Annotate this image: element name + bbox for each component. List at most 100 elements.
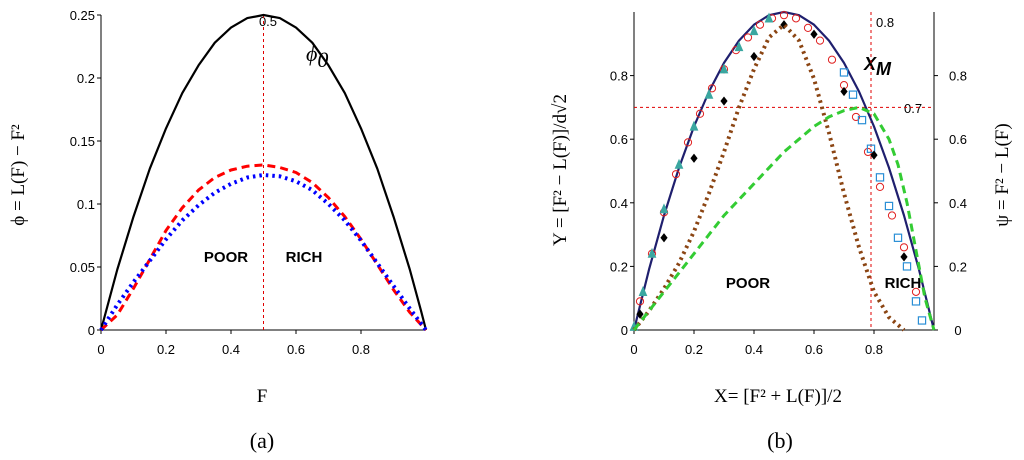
y-tick-a-4: 0.2 [77,71,95,86]
marker-black-diamonds-8 [870,150,878,160]
plot-a: 0 0.2 0.4 0.6 0.8 0 0.05 0.1 0.15 0.2 0.25 [70,8,428,357]
marker-teal-triangles-9 [749,25,759,36]
marker-teal-triangles-3 [659,203,669,214]
x-tick-b-3: 0.6 [805,342,823,357]
zone-rich-a: RICH [286,249,323,266]
marker-red-circles-16 [827,55,837,64]
y-right-tick-b-2: 0.4 [949,196,967,211]
panel-a: ϕ = L(F) − F² F (a) POOR RICH 0.5 ϕ0 [8,14,328,453]
marker-red-circles-4 [683,138,693,147]
marker-blue-squares-7 [902,262,912,271]
y-right-tick-b-3: 0.6 [949,132,967,147]
phi-subscript: 0 [317,47,328,72]
marker-red-circles-12 [779,11,789,20]
x-tick-b-2: 0.4 [745,342,763,357]
marker-red-circles-10 [755,20,765,29]
chart-marks: 0 0.2 0.4 0.6 0.800.050.10.150.20.250 0.2 0.4 0… [70,8,967,357]
marker-black-diamonds-9 [900,252,908,262]
marker-red-circles-0 [635,297,645,306]
marker-red-circles-9 [743,33,753,42]
marker-blue-squares-6 [893,233,903,242]
y-tick-a-3: 0.15 [70,134,95,149]
marker-teal-triangles-7 [719,63,729,74]
marker-black-diamonds-3 [720,96,728,106]
y-tick-a-0: 0 [88,323,95,338]
vline-label-b: 0.8 [876,15,894,30]
marker-black-diamonds-2 [690,153,698,163]
x-tick-a-3: 0.6 [287,342,305,357]
marker-red-circles-13 [791,14,801,23]
zone-poor-b: POOR [726,275,770,292]
caption-a: (a) [250,428,274,453]
xlabel-b: X= [F² + L(F)]/2 [714,386,842,407]
phi-symbol: ϕ [306,41,317,66]
y-tick-b-2: 0.4 [610,196,628,211]
marker-blue-squares-9 [917,316,927,325]
marker-black-diamonds-0 [636,309,644,319]
marker-black-diamonds-7 [840,86,848,97]
y-tick-a-1: 0.05 [70,260,95,275]
ylabel-b: Y = [F² − L(F)]/d√2 [550,94,571,246]
panel-b: Y = [F² − L(F)]/d√2 ψ = F² − L(F) X= [F²… [550,15,1013,453]
x-tick-a-0: 0 [97,342,104,357]
ylabel-a: ϕ = L(F) − F² [8,124,29,226]
marker-teal-triangles-1 [638,285,648,296]
zone-rich-b: RICH [885,275,922,292]
marker-red-circles-23 [911,287,921,296]
marker-black-diamonds-5 [780,20,788,30]
marker-red-circles-21 [887,211,897,220]
plot-b: 0 0.2 0.4 0.6 0.8 0 0.2 0.4 0.6 0.8 0 0.2 0.4 0.6 0.8 [610,10,967,357]
x-tick-b-0: 0 [630,342,637,357]
zone-poor-a: POOR [204,249,248,266]
marker-red-circles-22 [899,243,909,252]
series-brown-dotted [632,22,906,332]
y-right-tick-b-1: 0.2 [949,259,967,274]
xm-subscript: M [876,59,892,79]
marker-black-diamonds-4 [750,51,758,62]
series-green-dashed [632,105,936,331]
y-right-tick-b-0: 0 [954,323,961,338]
xlabel-a: F [257,386,268,407]
marker-black-diamonds-6 [810,29,818,39]
marker-red-circles-14 [803,23,813,32]
marker-red-circles-15 [815,36,825,45]
marker-blue-squares-1 [848,90,858,99]
y-tick-b-1: 0.2 [610,259,628,274]
curve-label-phi0: ϕ0 [306,41,328,72]
marker-teal-triangles-5 [689,120,699,131]
y-right-tick-b-4: 0.8 [949,69,967,84]
marker-teal-triangles-2 [647,247,657,258]
marker-red-circles-5 [695,109,705,118]
marker-blue-squares-2 [857,115,867,125]
xm-symbol: X [863,54,877,74]
caption-b: (b) [767,428,793,453]
x-tick-a-2: 0.4 [222,342,240,357]
marker-blue-squares-4 [875,173,885,182]
curve-label-xm: XM [863,54,892,79]
marker-red-circles-6 [707,84,717,93]
series-blue-dotted [99,173,428,332]
series-phi0 [99,13,428,331]
marker-teal-triangles-6 [704,88,714,99]
marker-teal-triangles-4 [674,158,684,169]
marker-blue-squares-5 [884,201,894,211]
hline-label-b: 0.7 [904,101,922,116]
y-tick-b-4: 0.8 [610,69,628,84]
x-tick-b-1: 0.2 [685,342,703,357]
marker-red-circles-20 [875,182,885,191]
marker-red-circles-3 [671,170,681,179]
marker-teal-triangles-10 [764,12,774,23]
ylabel-right-b: ψ = F² − L(F) [992,123,1013,226]
y-tick-b-3: 0.6 [610,132,628,147]
marker-black-diamonds-1 [660,233,668,243]
x-tick-a-1: 0.2 [157,342,175,357]
marker-teal-triangles-8 [734,41,744,52]
y-tick-b-0: 0 [621,323,628,338]
marker-blue-squares-3 [866,144,876,153]
x-tick-b-4: 0.8 [865,342,883,357]
marker-blue-squares-0 [839,68,849,77]
y-tick-a-5: 0.25 [70,8,95,23]
y-tick-a-2: 0.1 [77,197,95,212]
marker-blue-squares-8 [911,297,921,306]
